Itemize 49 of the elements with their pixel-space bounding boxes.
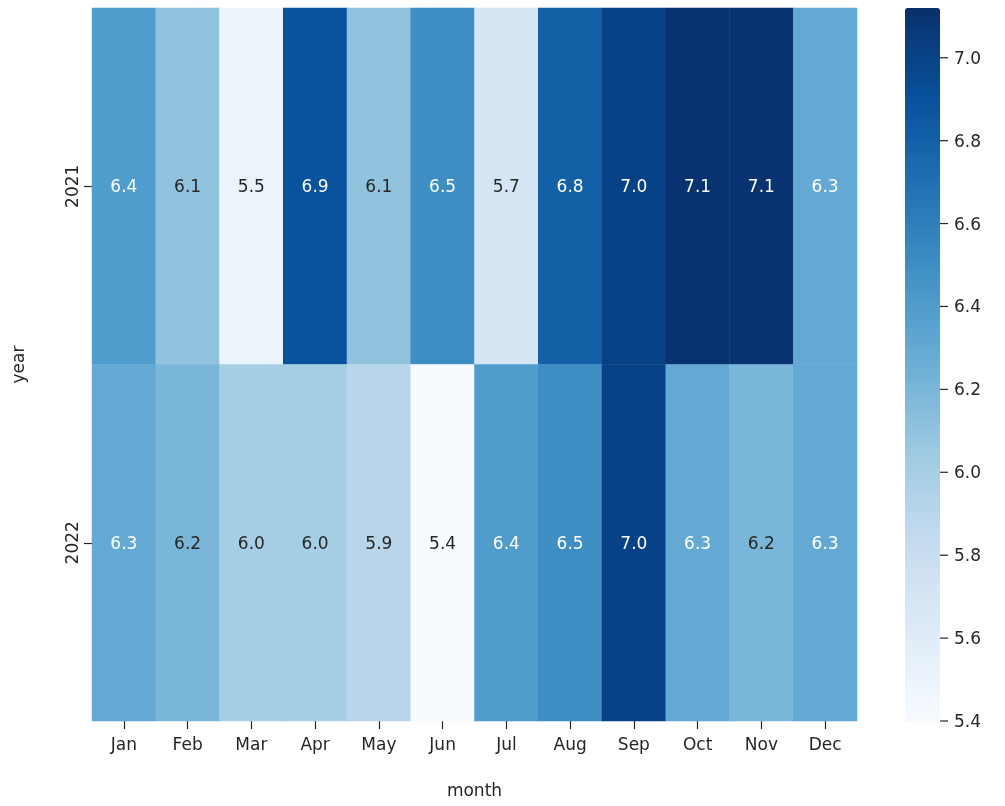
color-bar-label: 5.8	[954, 545, 982, 566]
data-label: 6.0	[301, 532, 329, 553]
data-label: 5.5	[237, 176, 265, 197]
data-label: 6.1	[365, 176, 393, 197]
y-tick-label: 2022	[61, 521, 82, 565]
data-label: 6.3	[811, 176, 839, 197]
data-label: 7.0	[620, 532, 648, 553]
x-tick-label: Sep	[617, 733, 650, 754]
color-bar-label: 6.2	[954, 379, 982, 400]
x-tick-label: Nov	[744, 733, 778, 754]
color-bar-label: 6.0	[954, 462, 982, 483]
data-label: 7.0	[620, 176, 648, 197]
data-label: 6.1	[174, 176, 202, 197]
x-tick-label: Feb	[172, 733, 203, 754]
color-bar-label: 5.4	[954, 711, 982, 731]
data-label: 5.4	[429, 532, 457, 553]
data-label: 6.3	[811, 532, 839, 553]
data-label: 7.1	[747, 176, 775, 197]
x-tick-label: Jun	[428, 733, 456, 754]
data-label: 6.4	[492, 532, 520, 553]
color-bar-label: 6.4	[954, 296, 982, 317]
data-label: 5.9	[365, 532, 393, 553]
color-bar-label: 7.0	[954, 47, 982, 68]
x-tick-label: May	[361, 733, 397, 754]
x-tick-label: Dec	[808, 733, 842, 754]
data-label: 6.2	[174, 532, 202, 553]
data-label: 6.9	[301, 176, 329, 197]
x-tick-label: Jan	[109, 733, 137, 754]
color-bar-label: 5.6	[954, 628, 982, 649]
color-bar-label: 6.8	[954, 130, 982, 151]
data-label: 6.5	[429, 176, 457, 197]
data-label: 6.8	[556, 176, 584, 197]
y-axis-title: year	[7, 345, 28, 384]
data-label: 7.1	[684, 176, 712, 197]
data-label: 6.2	[747, 532, 775, 553]
x-axis-title: month	[446, 779, 503, 800]
data-label: 6.0	[237, 532, 265, 553]
x-tick-label: Aug	[553, 733, 587, 754]
data-label: 6.3	[110, 532, 138, 553]
y-tick-label: 2021	[61, 164, 82, 208]
x-tick-label: Mar	[235, 733, 268, 754]
x-tick-label: Oct	[682, 733, 713, 754]
x-tick-label: Apr	[300, 733, 330, 754]
x-tick-label: Jul	[495, 733, 517, 754]
data-label: 6.3	[684, 532, 712, 553]
data-label: 5.7	[492, 176, 520, 197]
data-label: 6.4	[110, 176, 138, 197]
color-bar-label: 6.6	[954, 213, 982, 234]
data-label: 6.5	[556, 532, 584, 553]
